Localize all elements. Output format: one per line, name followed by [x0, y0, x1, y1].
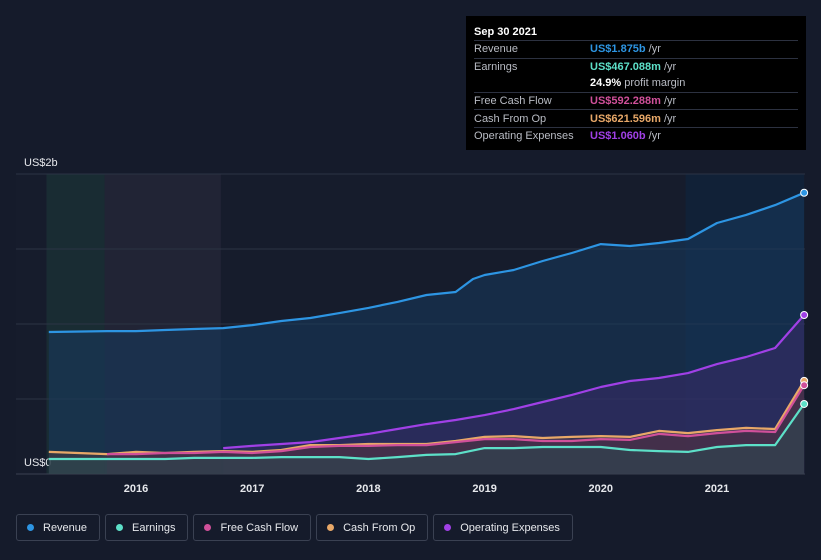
x-tick-2016: 2016	[124, 483, 148, 495]
legend-dot-icon	[204, 524, 212, 531]
tooltip-row-label: Free Cash Flow	[474, 95, 552, 108]
legend-item-revenue[interactable]: Revenue	[16, 514, 101, 541]
legend-label: Free Cash Flow	[220, 521, 299, 534]
tooltip-row-label: Cash From Op	[474, 112, 547, 125]
legend-item-operating-expenses[interactable]: Operating Expenses	[433, 514, 573, 541]
tooltip-row: 24.9% profit margin	[474, 75, 798, 92]
legend-dot-icon	[444, 524, 452, 531]
legend-dot-icon	[116, 524, 124, 531]
series-area-earnings	[48, 403, 805, 474]
legend-dot-icon	[327, 524, 335, 531]
tooltip-row-unit: /yr	[663, 60, 677, 73]
series-endpoint-earnings[interactable]	[800, 399, 809, 408]
series-line-earnings	[48, 403, 805, 461]
tooltip-row-unit: /yr	[648, 43, 661, 56]
tooltip-row-value: US$1.875b	[590, 43, 646, 56]
tooltip-row-value: 24.9%	[590, 77, 622, 90]
legend-item-cash-from-op[interactable]: Cash From Op	[316, 514, 429, 541]
x-tick-2018: 2018	[356, 483, 380, 495]
series-line-free-cash-flow	[107, 384, 806, 456]
legend-label: Cash From Op	[343, 521, 416, 534]
tooltip-date: Sep 30 2021	[474, 26, 537, 38]
legend-item-free-cash-flow[interactable]: Free Cash Flow	[193, 514, 312, 541]
tooltip-row-value: US$621.596m	[590, 112, 661, 125]
x-tick-2017: 2017	[240, 483, 264, 495]
tooltip-row-value: US$467.088m	[590, 60, 661, 73]
tooltip-row-unit: /yr	[648, 130, 661, 143]
series-endpoint-revenue[interactable]	[800, 188, 809, 197]
legend: Revenue Earnings Free Cash Flow Cash From O…	[16, 514, 573, 541]
tooltip-row: Revenue US$1.875b/yr	[474, 40, 798, 58]
legend-label: Earnings	[132, 521, 176, 534]
y-axis-bottom-label: US$0	[24, 457, 52, 469]
tooltip-row-unit: profit margin	[624, 77, 686, 90]
legend-item-earnings[interactable]: Earnings	[105, 514, 189, 541]
tooltip-row-value: US$592.288m	[590, 95, 661, 108]
series-line-revenue	[48, 191, 805, 334]
series-endpoint-operating-expenses[interactable]	[800, 311, 809, 319]
tooltip-row: Earnings US$467.088m/yr	[474, 57, 798, 76]
x-tick-2019: 2019	[472, 483, 496, 495]
legend-label: Revenue	[43, 521, 88, 534]
legend-dot-icon	[27, 524, 34, 531]
tooltip-row-unit: /yr	[663, 95, 677, 108]
tooltip-row: Operating Expenses US$1.060b/yr	[474, 126, 798, 145]
legend-label: Operating Expenses	[460, 521, 560, 534]
tooltip-row-label: Revenue	[474, 43, 519, 56]
tooltip-row-label: Earnings	[474, 60, 518, 73]
x-tick-2020: 2020	[589, 483, 613, 495]
tooltip-row: Free Cash Flow US$592.288m/yr	[474, 91, 798, 110]
tooltip-row-unit: /yr	[663, 112, 677, 125]
series-line-operating-expenses	[223, 314, 805, 450]
tooltip-row-label: Operating Expenses	[474, 130, 574, 143]
tooltip-row-value: US$1.060b	[590, 130, 646, 143]
series-endpoint-free-cash-flow[interactable]	[800, 381, 809, 390]
y-axis-top-label: US$2b	[24, 157, 58, 169]
tooltip-row: Cash From Op US$621.596m/yr	[474, 109, 798, 127]
x-tick-2021: 2021	[705, 483, 729, 495]
tooltip-panel: Sep 30 2021 Revenue US$1.875b/yr Earnings U…	[466, 16, 806, 150]
